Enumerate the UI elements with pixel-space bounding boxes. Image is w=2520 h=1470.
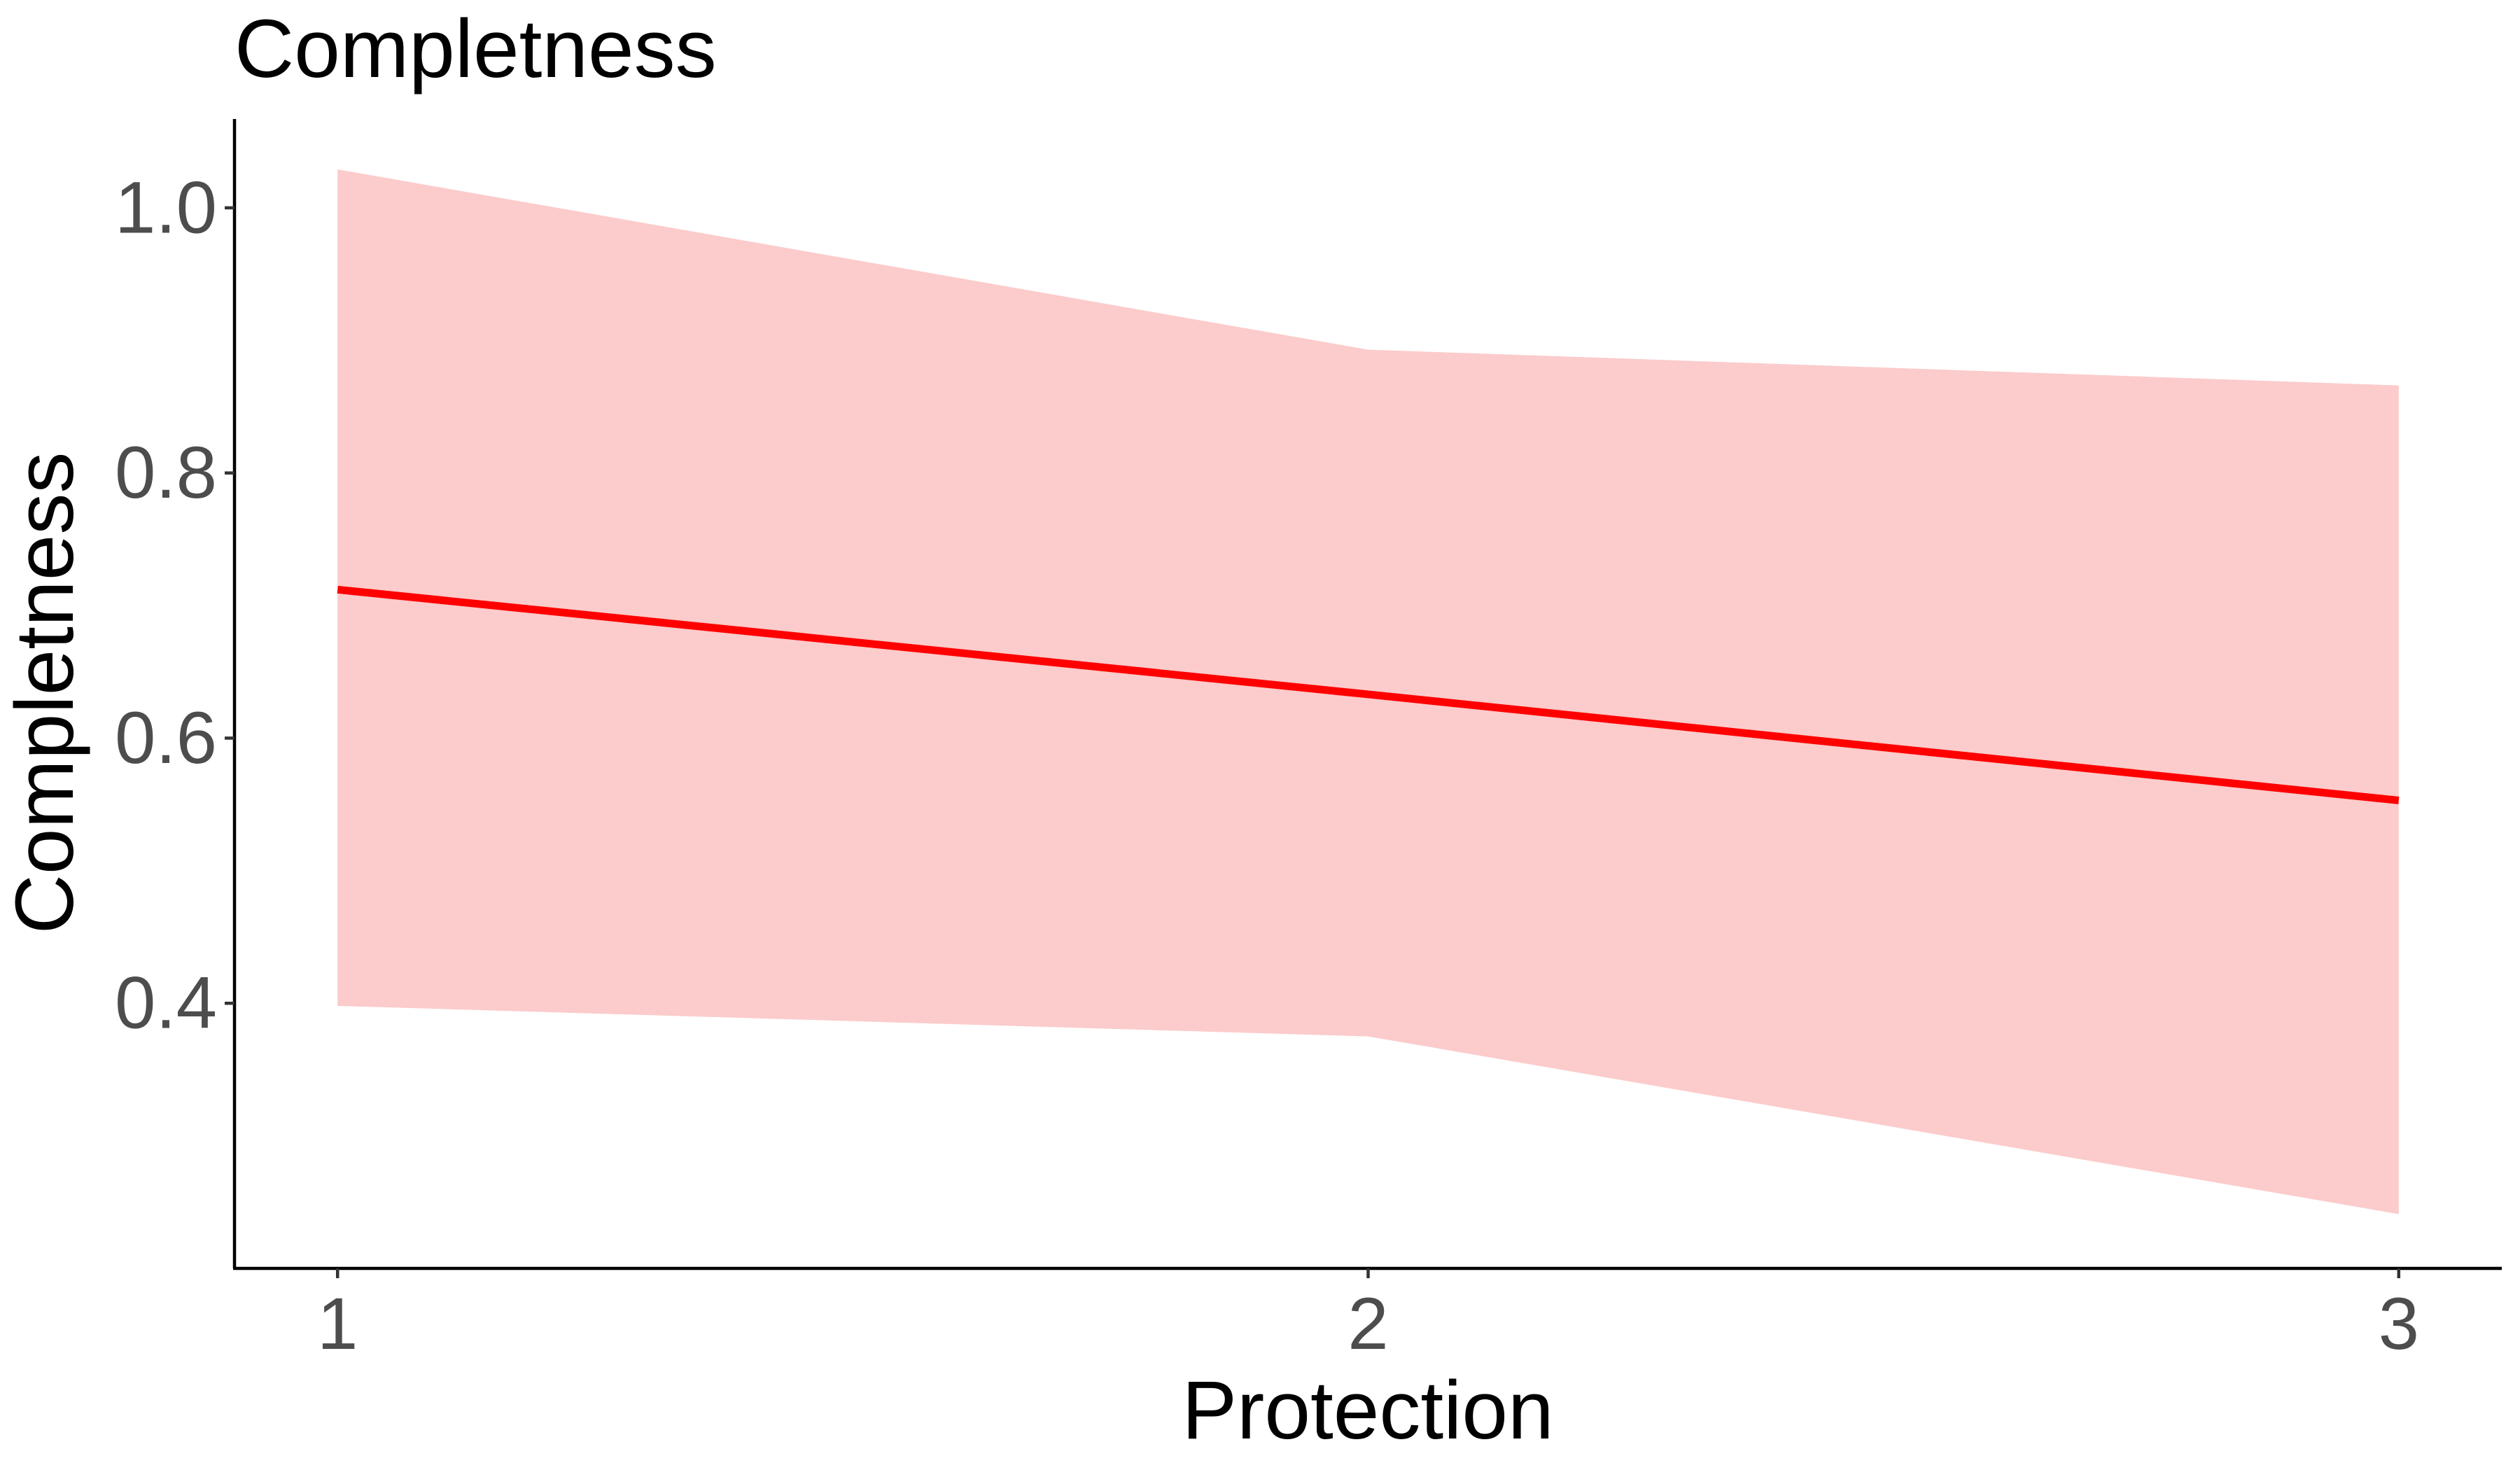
x-tick-label: 2: [1348, 1283, 1388, 1365]
series-line: [337, 585, 2400, 804]
y-axis-title: Completness: [0, 452, 91, 934]
y-axis-ticks: 0.4 0.6 0.8 1.0: [115, 167, 234, 1044]
y-tick-label: 0.4: [115, 962, 217, 1044]
y-tick-label: 0.8: [115, 432, 217, 514]
x-axis-ticks: 1 2 3: [317, 1268, 2419, 1365]
y-tick-label: 0.6: [115, 697, 217, 779]
y-tick-label: 1.0: [115, 167, 217, 248]
chart-title: Completness: [234, 3, 717, 95]
plot-area: [337, 169, 2400, 1214]
x-axis-title: Protection: [1182, 1364, 1553, 1457]
x-tick-label: 3: [2379, 1283, 2419, 1365]
x-tick-label: 1: [317, 1283, 358, 1365]
